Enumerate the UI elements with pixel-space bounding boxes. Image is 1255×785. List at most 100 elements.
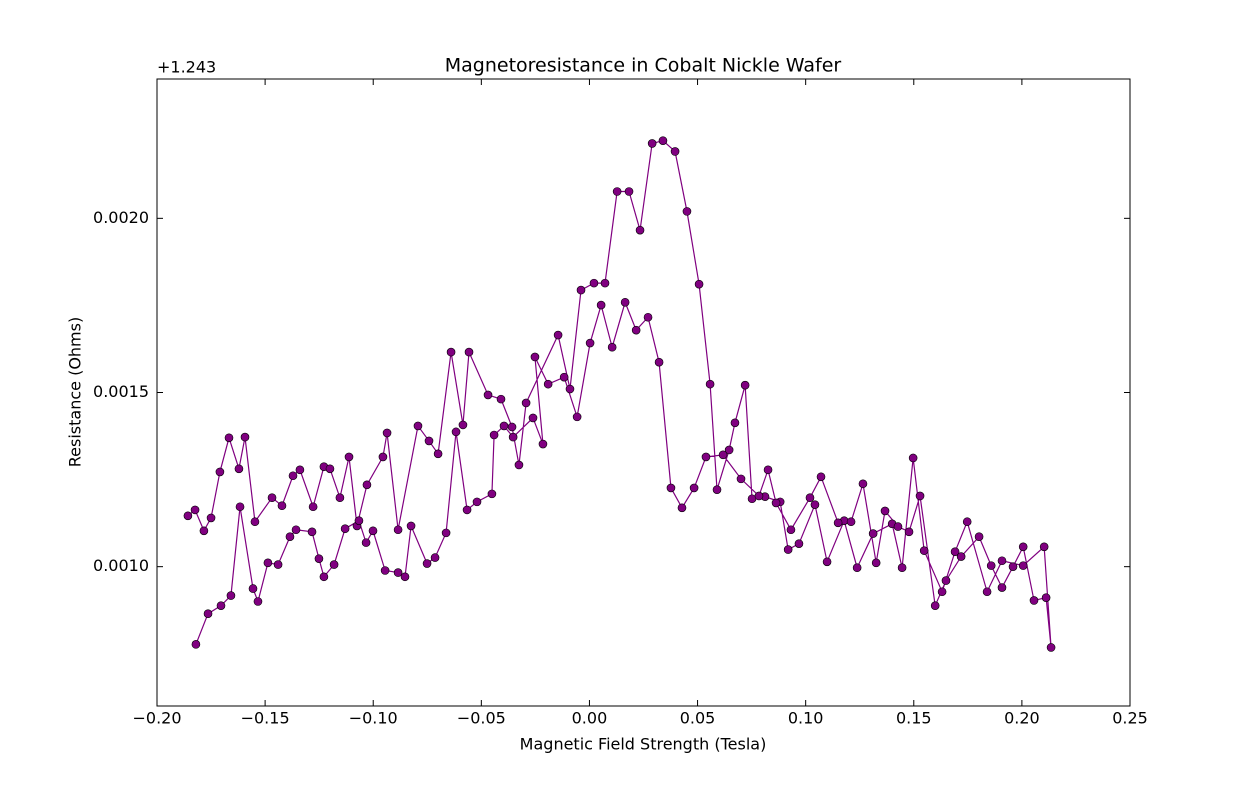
- data-point: [852, 563, 862, 573]
- data-point: [607, 342, 617, 352]
- data-point: [406, 521, 416, 531]
- x-tick-label: 0.20: [1004, 709, 1040, 728]
- data-point: [712, 485, 722, 494]
- data-point: [291, 525, 301, 535]
- data-point: [433, 449, 443, 459]
- data-point: [224, 433, 234, 443]
- data-point: [528, 413, 538, 423]
- data-point: [1018, 561, 1028, 570]
- data-point: [677, 503, 687, 513]
- y-tick-label: 0.0010: [93, 556, 149, 575]
- data-point: [631, 325, 641, 335]
- data-point: [783, 545, 793, 554]
- data-point: [982, 587, 992, 597]
- data-point: [576, 285, 586, 295]
- data-point: [203, 609, 213, 618]
- data-point: [308, 502, 318, 512]
- data-point: [199, 526, 209, 536]
- data-point: [689, 483, 699, 493]
- data-point: [868, 529, 878, 538]
- data-point: [235, 502, 245, 512]
- data-point: [754, 491, 764, 501]
- data-point: [234, 464, 244, 474]
- data-point: [424, 436, 434, 446]
- data-point: [666, 483, 676, 493]
- data-point: [871, 558, 881, 568]
- x-tick-label: 0.05: [680, 709, 716, 728]
- data-point: [956, 552, 966, 561]
- data-point: [736, 474, 746, 484]
- data-point: [771, 498, 781, 508]
- data-point: [382, 428, 392, 438]
- data-point: [263, 558, 273, 568]
- x-tick-label: −0.20: [132, 709, 181, 728]
- data-point: [1029, 596, 1039, 605]
- data-point: [930, 601, 940, 610]
- data-point: [904, 527, 914, 537]
- data-point: [451, 427, 461, 437]
- data-point: [483, 390, 493, 400]
- data-point: [718, 450, 728, 460]
- data-point: [682, 207, 692, 216]
- data-point: [226, 591, 236, 600]
- data-point: [487, 489, 497, 499]
- data-point: [810, 500, 820, 509]
- x-tick-label: 0.00: [572, 709, 608, 728]
- data-point: [941, 576, 951, 585]
- data-point: [553, 330, 563, 340]
- x-axis-label: Magnetic Field Strength (Tesla): [520, 735, 767, 754]
- data-point: [822, 557, 832, 567]
- data-point: [267, 493, 277, 502]
- data-point: [307, 527, 317, 537]
- data-point: [816, 472, 826, 482]
- data-point: [620, 297, 630, 307]
- x-tick-label: −0.05: [457, 709, 506, 728]
- data-point: [986, 561, 996, 570]
- data-point: [354, 516, 364, 525]
- data-point: [724, 445, 734, 455]
- data-point: [508, 432, 518, 442]
- data-point: [400, 572, 410, 582]
- data-point: [441, 528, 451, 538]
- data-point: [974, 532, 984, 542]
- data-point: [288, 471, 298, 481]
- x-tick-label: 0.25: [1112, 709, 1148, 728]
- data-point: [740, 380, 750, 390]
- data-point: [600, 278, 610, 288]
- data-point: [368, 526, 378, 536]
- data-point: [499, 421, 509, 431]
- data-point: [215, 467, 225, 477]
- data-point: [654, 357, 664, 367]
- data-point: [596, 300, 606, 310]
- data-point: [496, 394, 506, 404]
- data-point: [1008, 562, 1018, 571]
- data-point: [446, 347, 456, 357]
- data-point: [565, 384, 575, 394]
- x-tick-label: 0.15: [896, 709, 932, 728]
- data-point: [362, 480, 372, 490]
- data-point: [647, 139, 657, 148]
- data-point: [786, 525, 796, 535]
- data-point: [858, 479, 868, 489]
- data-point: [919, 546, 929, 555]
- data-point: [997, 556, 1007, 566]
- data-point: [507, 422, 517, 432]
- data-point: [962, 517, 972, 527]
- x-tick-label: 0.10: [788, 709, 824, 728]
- x-tick-label: −0.10: [349, 709, 398, 728]
- data-point: [393, 568, 403, 577]
- data-point: [216, 601, 226, 610]
- data-point: [543, 379, 553, 389]
- data-point: [250, 517, 260, 527]
- data-point: [248, 584, 258, 593]
- data-point: [794, 539, 804, 548]
- data-point: [701, 452, 711, 462]
- data-point: [378, 452, 388, 462]
- data-point: [670, 147, 680, 156]
- data-point: [950, 547, 960, 556]
- data-point: [340, 524, 350, 533]
- y-axis-label: Resistance (Ohms): [66, 317, 85, 467]
- data-point: [538, 439, 548, 449]
- data-point: [730, 418, 740, 428]
